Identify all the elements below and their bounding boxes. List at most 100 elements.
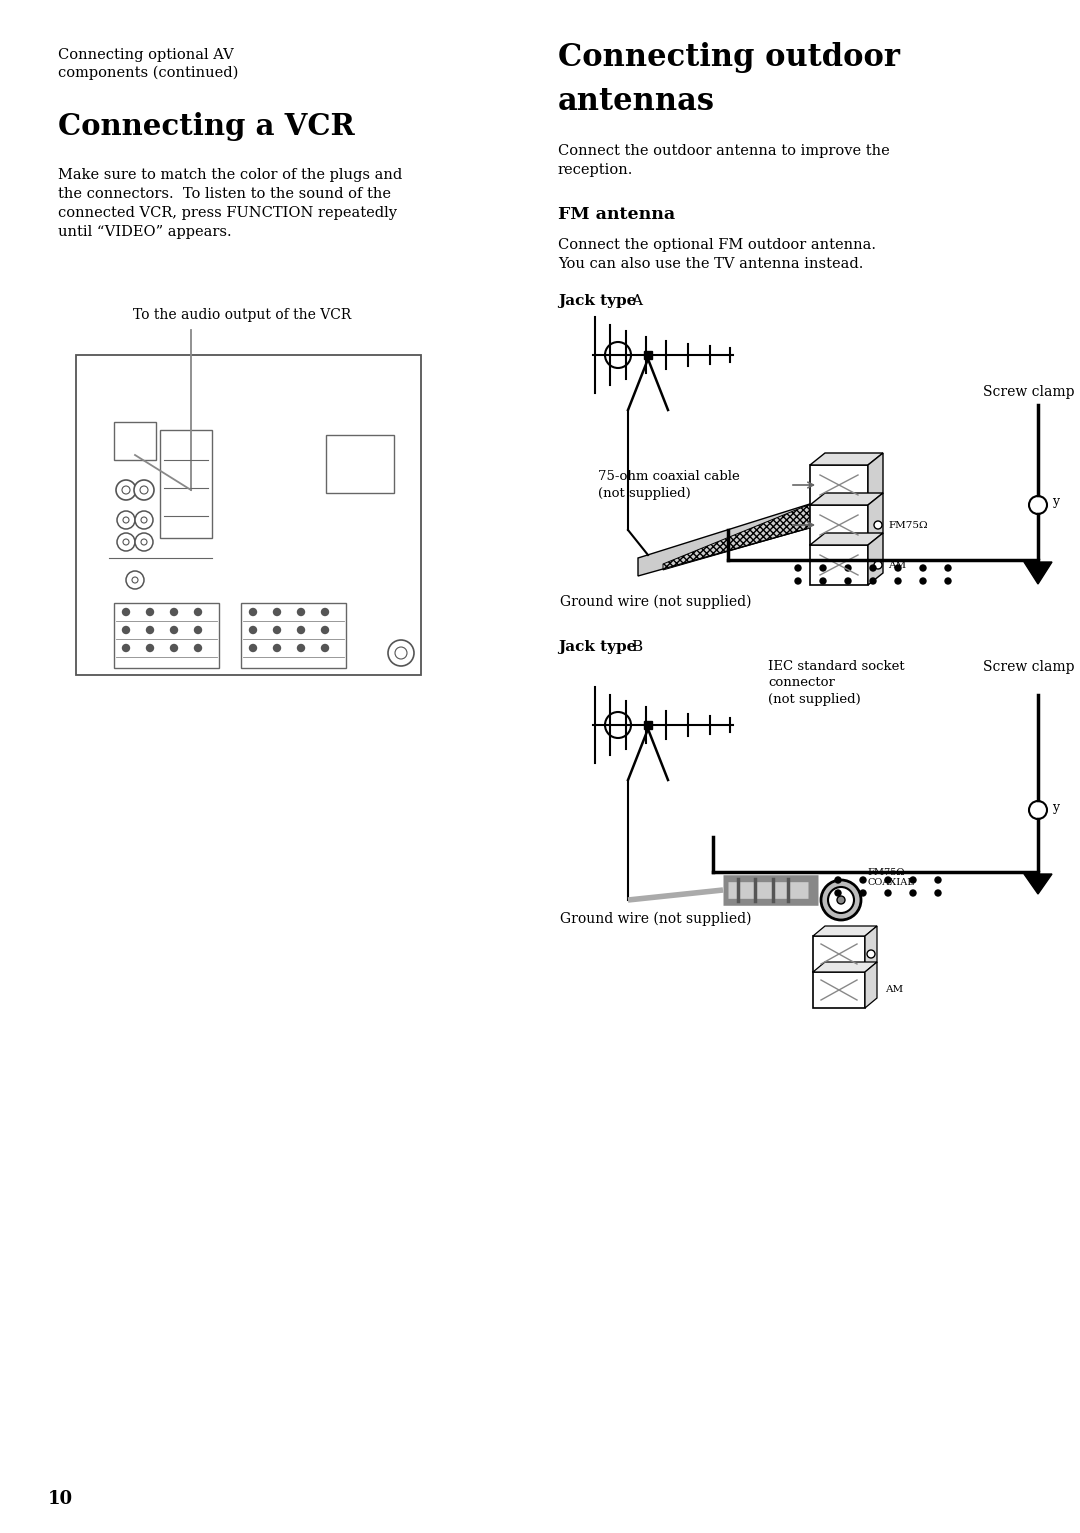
Text: FM75Ω
COAXIAL: FM75Ω COAXIAL — [867, 868, 914, 888]
Circle shape — [273, 609, 281, 616]
Text: Connect the outdoor antenna to improve the
reception.: Connect the outdoor antenna to improve t… — [558, 144, 890, 176]
Circle shape — [194, 609, 202, 616]
Bar — [114, 602, 219, 668]
Circle shape — [945, 578, 951, 584]
Circle shape — [820, 578, 826, 584]
Circle shape — [147, 609, 153, 616]
Circle shape — [140, 486, 148, 494]
Bar — [114, 422, 156, 460]
Text: A: A — [631, 294, 642, 308]
Polygon shape — [810, 533, 883, 546]
Text: Screw clamp: Screw clamp — [983, 385, 1075, 399]
Circle shape — [795, 578, 801, 584]
Polygon shape — [810, 494, 883, 504]
Circle shape — [273, 627, 281, 633]
Circle shape — [870, 578, 876, 584]
Circle shape — [860, 877, 866, 883]
Circle shape — [141, 517, 147, 523]
Circle shape — [837, 895, 845, 904]
Polygon shape — [868, 494, 883, 546]
Circle shape — [810, 891, 816, 895]
Circle shape — [860, 891, 866, 895]
Circle shape — [874, 561, 882, 569]
Text: Jack type: Jack type — [558, 639, 636, 655]
Bar — [644, 721, 652, 730]
Bar — [326, 435, 394, 494]
Circle shape — [134, 480, 154, 500]
Text: IEC standard socket
connector
(not supplied): IEC standard socket connector (not suppl… — [768, 661, 905, 707]
Bar — [810, 546, 868, 586]
Circle shape — [297, 609, 305, 616]
Circle shape — [297, 644, 305, 652]
Circle shape — [141, 540, 147, 546]
Polygon shape — [868, 452, 883, 504]
Circle shape — [874, 521, 882, 529]
Circle shape — [910, 891, 916, 895]
Text: Ground wire (not supplied): Ground wire (not supplied) — [561, 912, 752, 926]
Circle shape — [785, 877, 791, 883]
Text: Connect the optional FM outdoor antenna.
You can also use the TV antenna instead: Connect the optional FM outdoor antenna.… — [558, 238, 876, 271]
Circle shape — [910, 877, 916, 883]
Circle shape — [795, 566, 801, 570]
Circle shape — [605, 342, 631, 368]
Text: FM75Ω: FM75Ω — [888, 521, 928, 529]
Circle shape — [122, 644, 130, 652]
Circle shape — [845, 578, 851, 584]
Text: AM: AM — [885, 986, 903, 995]
Circle shape — [122, 486, 130, 494]
Bar — [810, 464, 868, 504]
Circle shape — [249, 609, 257, 616]
Circle shape — [885, 877, 891, 883]
Circle shape — [135, 510, 153, 529]
Circle shape — [297, 627, 305, 633]
Circle shape — [945, 566, 951, 570]
Circle shape — [828, 888, 854, 914]
Circle shape — [885, 891, 891, 895]
Text: Ground wire (not supplied): Ground wire (not supplied) — [561, 595, 752, 610]
Circle shape — [605, 711, 631, 737]
Circle shape — [171, 627, 177, 633]
Bar — [160, 429, 212, 538]
Circle shape — [867, 950, 875, 958]
Polygon shape — [868, 533, 883, 586]
Text: To the audio output of the VCR: To the audio output of the VCR — [133, 308, 351, 322]
Circle shape — [249, 644, 257, 652]
Circle shape — [920, 578, 926, 584]
Text: antennas: antennas — [558, 86, 715, 117]
Circle shape — [388, 639, 414, 665]
Text: Connecting optional AV
components (continued): Connecting optional AV components (conti… — [58, 48, 239, 80]
Circle shape — [194, 627, 202, 633]
Circle shape — [895, 566, 901, 570]
Polygon shape — [1024, 563, 1052, 584]
Circle shape — [126, 570, 144, 589]
Polygon shape — [810, 452, 883, 464]
Circle shape — [395, 647, 407, 659]
Bar — [76, 356, 421, 675]
Circle shape — [135, 533, 153, 550]
Circle shape — [1029, 497, 1047, 514]
Circle shape — [935, 891, 941, 895]
Text: Jack type: Jack type — [558, 294, 636, 308]
Circle shape — [835, 877, 841, 883]
Text: AM: AM — [888, 561, 906, 569]
Circle shape — [122, 609, 130, 616]
Text: 75-ohm coaxial cable
(not supplied): 75-ohm coaxial cable (not supplied) — [598, 471, 740, 500]
Circle shape — [171, 609, 177, 616]
Circle shape — [322, 627, 328, 633]
Text: B: B — [631, 639, 643, 655]
Text: Connecting outdoor: Connecting outdoor — [558, 41, 900, 74]
Text: y: y — [1052, 800, 1059, 814]
Text: Connecting a VCR: Connecting a VCR — [58, 112, 354, 141]
Circle shape — [785, 891, 791, 895]
Circle shape — [123, 517, 129, 523]
Circle shape — [147, 627, 153, 633]
Circle shape — [122, 627, 130, 633]
Circle shape — [322, 644, 328, 652]
Polygon shape — [813, 926, 877, 937]
Circle shape — [920, 566, 926, 570]
Circle shape — [117, 510, 135, 529]
Circle shape — [123, 540, 129, 546]
Text: y: y — [1052, 495, 1059, 509]
Text: FM antenna: FM antenna — [558, 205, 675, 222]
Circle shape — [249, 627, 257, 633]
